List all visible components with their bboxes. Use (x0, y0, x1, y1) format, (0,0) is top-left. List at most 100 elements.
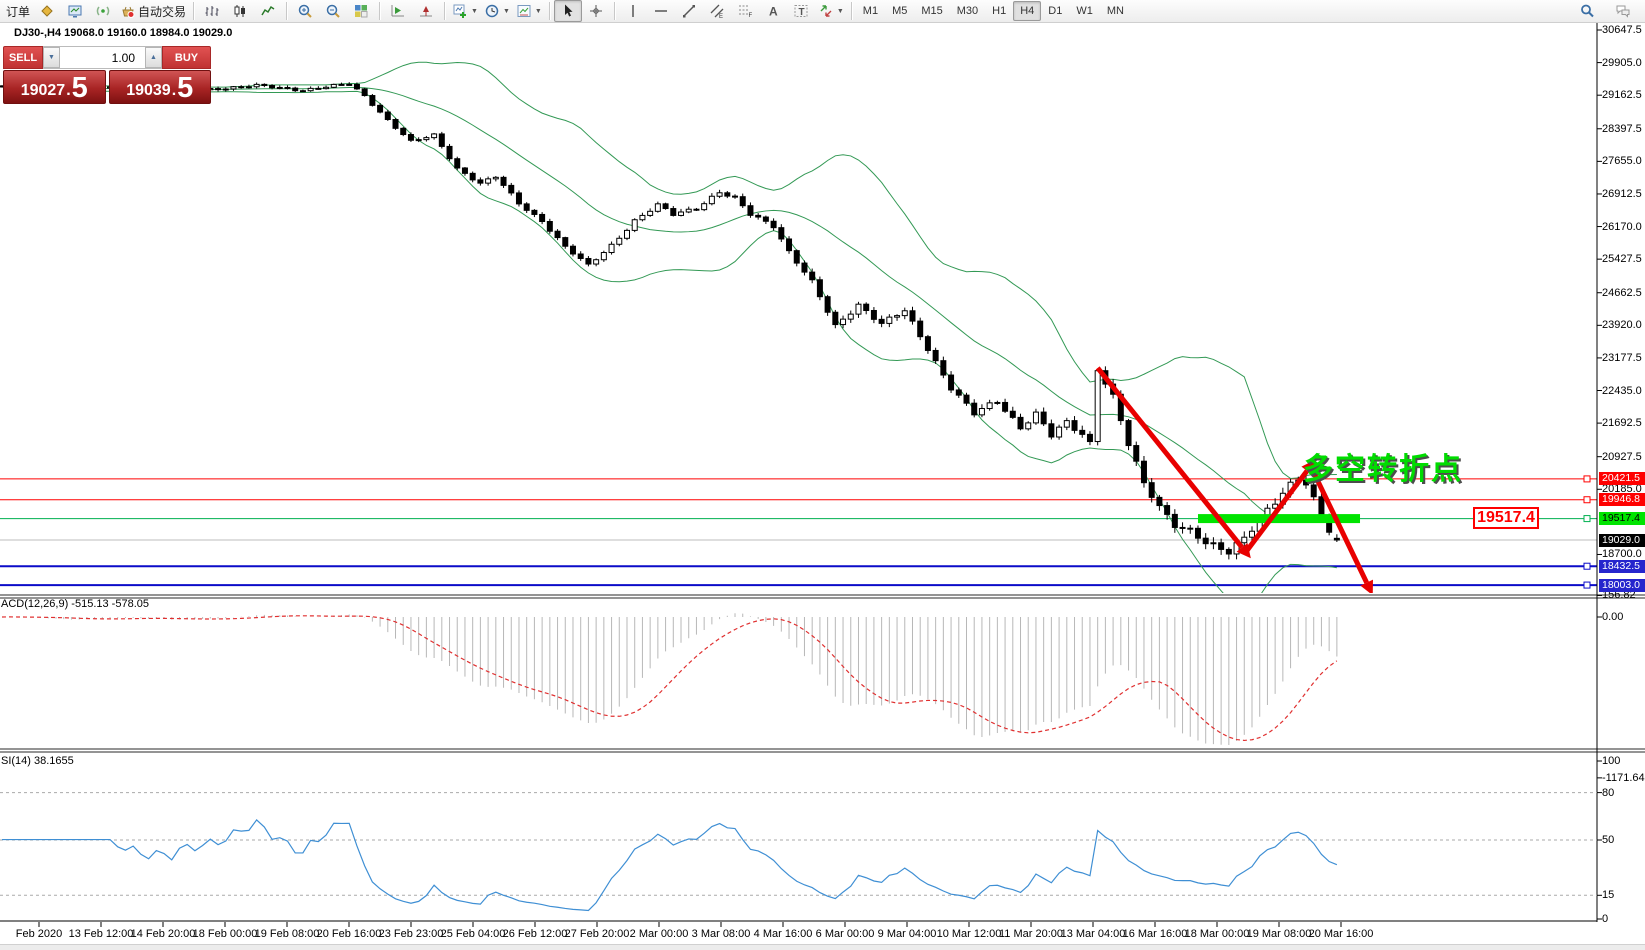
new-order-button-label: 订单 (6, 4, 31, 19)
sell-button[interactable]: SELL (3, 46, 43, 69)
time-axis-label: 20 Feb 16:00 (316, 928, 382, 940)
chart-title: DJ30-,H4 19068.0 19160.0 18984.0 19029.0 (14, 27, 233, 39)
zoom-out-button[interactable] (319, 0, 347, 22)
price-axis-tag: 18003.0 (1599, 578, 1645, 592)
tile-windows-button[interactable] (347, 0, 375, 22)
toolbar-separator (286, 2, 288, 20)
price-axis-tag: 19517.4 (1599, 512, 1645, 526)
auto-scroll-button[interactable] (384, 0, 412, 22)
label-tool-button[interactable]: T (787, 0, 815, 22)
price-axis-label: 26912.5 (1602, 187, 1642, 200)
autotrading-button[interactable]: 自动交易 (117, 0, 189, 22)
line-chart-mode-button[interactable] (254, 0, 282, 22)
candlestick-mode-button[interactable] (226, 0, 254, 22)
candles-layer (0, 82, 1340, 560)
timeframe-button-m15[interactable]: M15 (921, 5, 943, 17)
new-order-button[interactable]: 订单 (3, 0, 33, 22)
timeframe-button-m1[interactable]: M1 (862, 5, 879, 17)
template-menu-button[interactable]: ▼ (513, 0, 545, 22)
volume-decrease-button[interactable]: ▼ (43, 47, 60, 68)
hline-handle[interactable] (1583, 562, 1591, 570)
price-axis-label: 24662.5 (1602, 286, 1642, 299)
timeframe-button-w1[interactable]: W1 (1076, 5, 1093, 17)
sell-price-panel[interactable]: 19027 . 5 (3, 70, 106, 104)
macd-histogram (9, 613, 1338, 745)
buy-price-int: 19039 (126, 82, 171, 99)
rsi-axis-label: 0 (1602, 913, 1609, 925)
channel-tool-button[interactable]: E (703, 0, 731, 22)
bar-chart-mode-button[interactable] (198, 0, 226, 22)
annotation-text[interactable]: 多空转折点 (1303, 453, 1463, 486)
crosshair-tool-button[interactable] (582, 0, 610, 22)
timeframe-button-m5[interactable]: M5 (892, 5, 908, 17)
time-axis-label: 10 Mar 12:00 (936, 928, 1002, 940)
dropdown-arrow-icon[interactable]: ▼ (471, 7, 478, 15)
timeframe-button-h1[interactable]: H1 (992, 5, 1007, 17)
toolbar-separator (379, 2, 381, 20)
signals-icon[interactable] (89, 0, 117, 22)
arrows-tool-button[interactable]: ▼ (815, 0, 847, 22)
price-axis-tag: 19946.8 (1599, 493, 1645, 507)
horizontal-line-tool-button[interactable] (647, 0, 675, 22)
fibonacci-tool-button[interactable]: F (731, 0, 759, 22)
buy-button[interactable]: BUY (162, 46, 211, 69)
bollinger-upper (1, 61, 1337, 480)
price-axis-label: 29905.0 (1602, 56, 1642, 69)
dropdown-arrow-icon[interactable]: ▼ (836, 7, 844, 15)
metaeditor-icon[interactable] (33, 0, 61, 22)
toolbar-separator (548, 2, 550, 20)
timeframe-button-d1[interactable]: D1 (1048, 5, 1063, 17)
time-axis-label: 11 Mar 20:00 (998, 928, 1063, 940)
rsi-axis-label: 100 (1602, 755, 1621, 767)
search-icon[interactable] (1573, 0, 1601, 22)
volume-input[interactable]: 1.00 (60, 47, 145, 68)
volume-increase-button[interactable]: ▲ (145, 47, 162, 68)
timeframe-button-mn[interactable]: MN (1106, 5, 1124, 17)
svg-text:E: E (719, 14, 723, 19)
chart-shift-button[interactable] (412, 0, 440, 22)
buy-price-panel[interactable]: 19039 . 5 (108, 70, 211, 105)
trend-arrow-1[interactable] (1095, 366, 1251, 559)
support-zone-bar[interactable] (1197, 514, 1361, 524)
period-menu-button[interactable]: ▼ (481, 0, 513, 22)
macd-axis-label: 0.00 (1602, 611, 1624, 623)
rsi-indicator-label: SI(14) 38.1655 (1, 755, 74, 767)
chat-icon[interactable] (1609, 0, 1637, 22)
price-axis-label: 27655.0 (1602, 155, 1642, 168)
price-axis-label: 20185.0 (1602, 483, 1642, 496)
rsi-axis-label: 80 (1602, 786, 1615, 799)
price-axis-tag: 18432.5 (1599, 559, 1645, 573)
bollinger-lower (1, 86, 1337, 593)
macd-indicator-label: ACD(12,26,9) -515.13 -578.05 (1, 598, 149, 610)
time-axis-label: 13 Feb 12:00 (68, 928, 134, 940)
hline-handle[interactable] (1583, 475, 1591, 483)
dropdown-arrow-icon[interactable]: ▼ (502, 7, 510, 15)
hline-handle[interactable] (1583, 496, 1591, 504)
hline-handle[interactable] (1583, 515, 1591, 523)
zoom-in-button[interactable] (291, 0, 319, 22)
time-axis-label: 3 Mar 08:00 (691, 928, 751, 940)
toolbar-separator (193, 2, 195, 20)
vertical-line-tool-button[interactable] (619, 0, 647, 22)
timeframe-button-h4[interactable]: H4 (1013, 1, 1042, 21)
hline-handle[interactable] (1583, 581, 1591, 589)
time-axis-label: 6 Mar 00:00 (815, 928, 875, 940)
dropdown-arrow-icon[interactable]: ▼ (534, 7, 542, 15)
timeframe-button-m30[interactable]: M30 (956, 5, 979, 17)
time-axis-label: 23 Feb 23:00 (378, 928, 444, 940)
new-chart-button[interactable]: ▼ (449, 0, 481, 22)
annotation-price-label[interactable]: 19517.4 (1473, 507, 1539, 529)
rsi-axis-label: 50 (1602, 834, 1615, 846)
toolbar-separator (444, 2, 446, 20)
trend-arrow-3[interactable] (1308, 464, 1373, 595)
time-axis-label: 27 Feb 20:00 (564, 928, 630, 940)
text-tool-button[interactable]: A (759, 0, 787, 22)
cursor-tool-button[interactable] (553, 0, 582, 22)
time-axis-label: 18 Mar 00:00 (1184, 928, 1250, 940)
trendline-tool-button[interactable] (675, 0, 703, 22)
market-watch-icon[interactable] (61, 0, 89, 22)
time-axis-label: 19 Mar 08:00 (1246, 928, 1312, 940)
volume-control: ▼ 1.00 ▲ (43, 46, 162, 69)
buy-price-decimal: 5 (177, 72, 194, 105)
